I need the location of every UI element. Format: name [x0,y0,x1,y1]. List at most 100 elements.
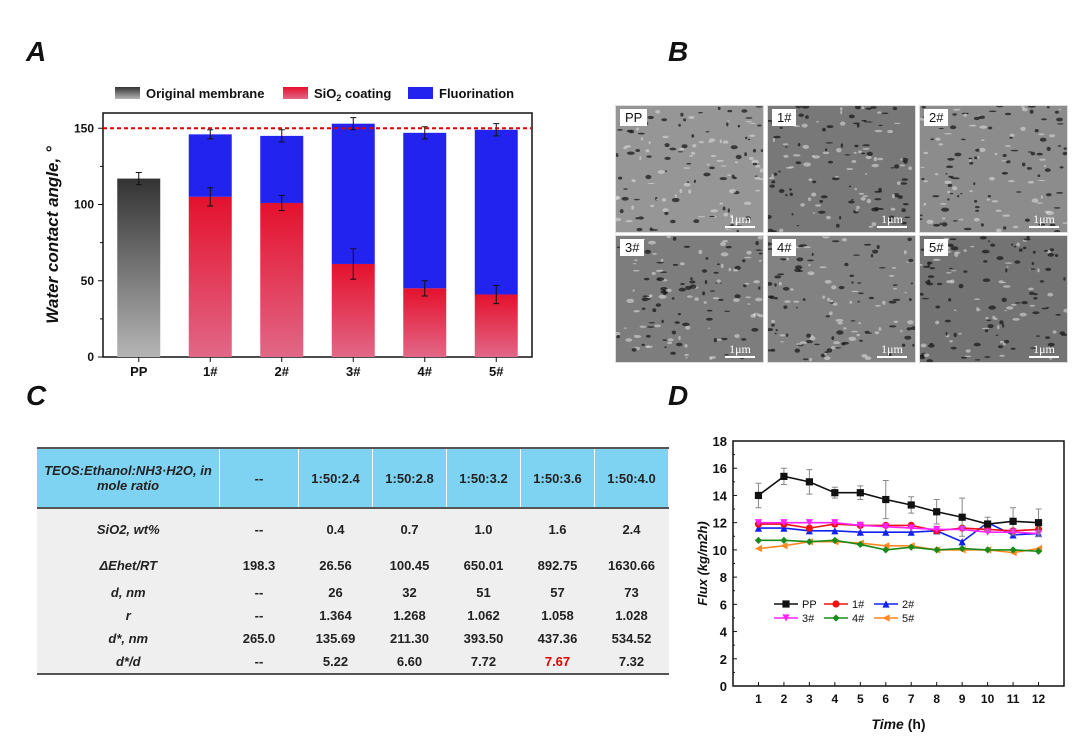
row-label: d, nm [37,581,220,604]
data-point-marker [907,501,915,509]
data-point-marker [1034,547,1043,555]
data-point-marker [831,489,839,497]
table-cell: 0.4 [298,508,373,549]
y-tick-label: 150 [74,121,94,135]
series-line [758,523,1039,532]
legend: PP 1# 2# 3# 4# 5# [774,599,915,625]
table-cell: 51 [446,581,521,604]
data-point-marker [933,525,941,534]
data-point-marker [780,542,788,550]
sem-texture [616,106,763,232]
bar-fluorination [474,129,518,295]
data-point-marker [856,489,864,497]
sem-label: PP [620,109,648,126]
panel-label-a: A [26,36,47,67]
data-point-marker [754,544,763,553]
legend-label: PP [802,599,817,611]
scale-bar: 1μm [877,342,907,358]
x-tick-label: 10 [981,692,995,706]
x-tick-label: 9 [959,692,966,706]
sem-texture [768,236,915,362]
error-bar [421,126,428,140]
table-row: ΔEhet/RT 198.3 26.56 100.45 650.01 892.75 1630… [37,549,669,581]
table-cell: 7.32 [594,650,669,675]
x-tick-label: 12 [1032,692,1046,706]
x-tick-label: 3# [346,364,361,379]
y-tick-label: 10 [713,543,727,558]
sem-image-5: 5# 1μm [919,235,1068,363]
error-bar [493,284,500,305]
error-bar [493,123,500,137]
x-tick-label: PP [130,364,148,379]
data-point-marker [907,528,915,536]
scale-bar: 1μm [877,212,907,228]
error-bar [207,187,214,207]
y-tick-label: 16 [713,461,727,476]
table-cell: -- [219,508,299,549]
table-cell: 7.67 [520,650,595,675]
data-point-marker [831,519,839,527]
series-2-group [754,519,1043,546]
header-cell: -- [219,447,299,509]
table-row: d*, nm 265.0 135.69 211.30 393.50 437.36 534.5… [37,627,669,650]
data-point-marker [780,519,788,527]
data-point-marker [754,524,763,532]
row-label: ΔEhet/RT [37,549,220,581]
table-cell: 6.60 [372,650,447,675]
row-label: d*, nm [37,627,220,650]
table-cell: 1.268 [372,604,447,627]
table-cell: 2.4 [594,508,669,549]
panel-label-b: B [668,36,689,67]
bar-fluorination [331,123,375,264]
header-cell: TEOS:Ethanol:NH3·H2O, in mole ratio [37,447,220,509]
y-axis-label: Water contact angle, ° [43,146,62,324]
series-line [758,521,1039,543]
x-tick-label: 2 [781,692,788,706]
data-point-marker [805,519,813,527]
x-tick-label: 8 [933,692,940,706]
sem-label: 1# [772,109,797,126]
series-line [758,539,1039,553]
series-PP-group [754,467,1043,537]
data-point-marker [805,478,813,486]
data-point-marker [882,495,890,504]
table-cell: 73 [594,581,669,604]
table-cell: 7.72 [446,650,521,675]
legend-label: SiO2 coating [314,86,391,103]
data-point-marker [882,528,890,536]
error-bar [278,194,285,212]
series-line [757,475,1039,525]
legend-label: 1# [852,599,865,611]
legend-swatch [408,87,433,99]
table-cell: 57 [520,581,595,604]
panel-label-c: C [26,380,47,411]
plot-frame [102,112,533,358]
table-cell: 1630.66 [594,549,669,581]
y-tick-label: 50 [81,274,95,288]
table-row: d, nm -- 26 32 51 57 73 [37,581,669,604]
table-cell: 0.7 [372,508,447,549]
table-cell: 650.01 [446,549,521,581]
y-tick-label: 18 [713,434,727,449]
y-axis-label: Flux (kg/m2h) [695,521,710,606]
error-bar [135,171,142,186]
data-point-marker [780,524,788,532]
header-cell: 1:50:4.0 [594,447,669,509]
sem-image-2: 2# 1μm [919,105,1068,233]
sem-texture [920,236,1067,362]
table-cell: 1.028 [594,604,669,627]
x-tick-label: 4 [832,692,839,706]
table-cell: -- [219,581,299,604]
sem-image-3: 3# 1μm [615,235,764,363]
header-cell: 1:50:2.4 [298,447,373,509]
bar-sio2-coating [403,288,447,357]
bar-fluorination [403,132,447,289]
table-header-row: TEOS:Ethanol:NH3·H2O, in mole ratio -- 1… [37,447,669,509]
table-cell: 393.50 [446,627,521,650]
table-cell: 211.30 [372,627,447,650]
scale-bar: 1μm [725,212,755,228]
data-point-marker [754,491,763,500]
data-point-marker [907,524,915,532]
legend-swatch [283,87,308,99]
